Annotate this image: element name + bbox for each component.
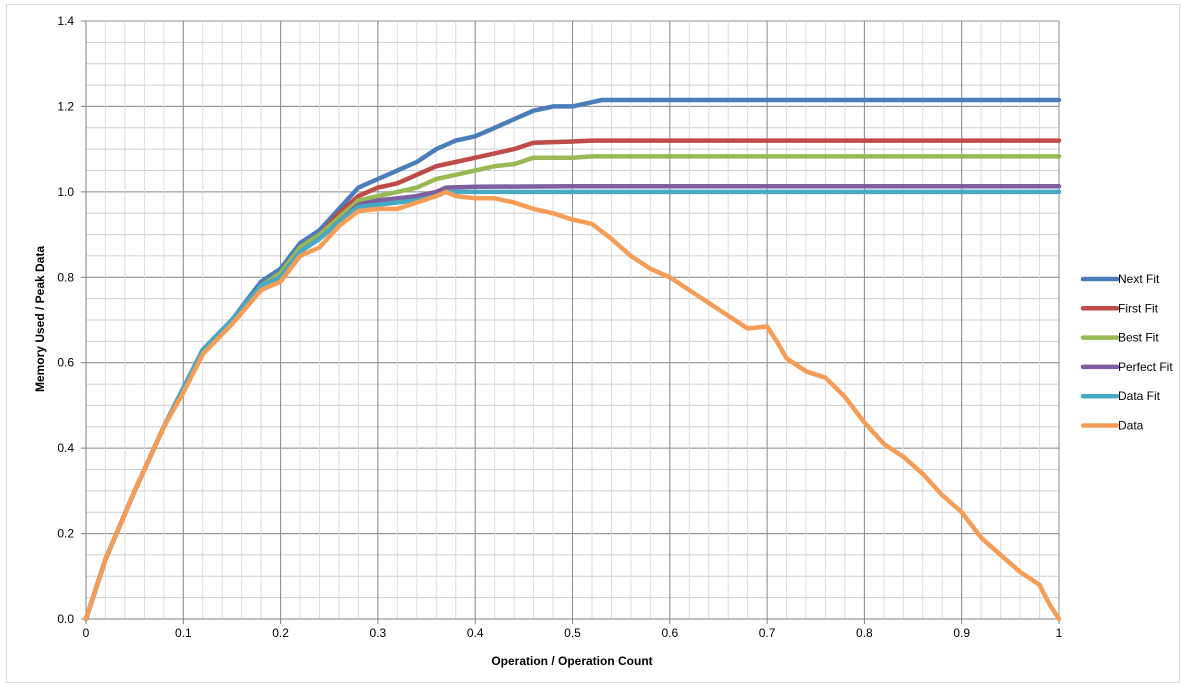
y-tick-label: 0.2	[57, 527, 74, 541]
x-tick-label: 0.5	[564, 626, 581, 640]
x-tick-label: 0.8	[856, 626, 873, 640]
legend-label-first-fit: First Fit	[1118, 301, 1159, 315]
x-tick-label: 0.3	[370, 626, 387, 640]
chart-frame	[6, 4, 1180, 683]
y-axis-title: Memory Used / Peak Data	[33, 246, 47, 392]
y-tick-label: 1.2	[57, 99, 74, 113]
y-tick-label: 0.0	[57, 612, 74, 626]
y-tick-label: 0.8	[57, 270, 74, 284]
tick-labels: 0 0.1 0.2 0.3 0.4 0.5 0.6 0.7 0.8 0.9 1 0.0 0.2 0.4 0.…	[57, 14, 1062, 640]
x-tick-label: 0.7	[759, 626, 776, 640]
x-tick-label: 0.2	[272, 626, 289, 640]
x-tick-label: 0.1	[175, 626, 192, 640]
legend-label-next-fit: Next Fit	[1118, 272, 1160, 286]
x-tick-label: 0	[83, 626, 90, 640]
legend-label-data: Data	[1118, 419, 1144, 433]
legend-label-best-fit: Best Fit	[1118, 331, 1159, 345]
y-tick-label: 0.6	[57, 356, 74, 370]
series-lines	[83, 97, 1062, 622]
series-line-data	[83, 189, 1062, 622]
legend-label-data-fit: Data Fit	[1118, 389, 1161, 403]
x-tick-label: 0.9	[953, 626, 970, 640]
x-tick-label: 0.6	[661, 626, 678, 640]
y-tick-label: 0.4	[57, 441, 74, 455]
x-tick-label: 1	[1056, 626, 1063, 640]
axes	[81, 20, 1060, 624]
legend: Next Fit First Fit Best Fit Perfect Fit Data…	[1080, 272, 1173, 433]
y-tick-label: 1.0	[57, 185, 74, 199]
x-tick-label: 0.4	[467, 626, 484, 640]
legend-label-perfect-fit: Perfect Fit	[1118, 360, 1173, 374]
y-tick-label: 1.4	[57, 14, 74, 28]
x-axis-title: Operation / Operation Count	[491, 654, 652, 668]
